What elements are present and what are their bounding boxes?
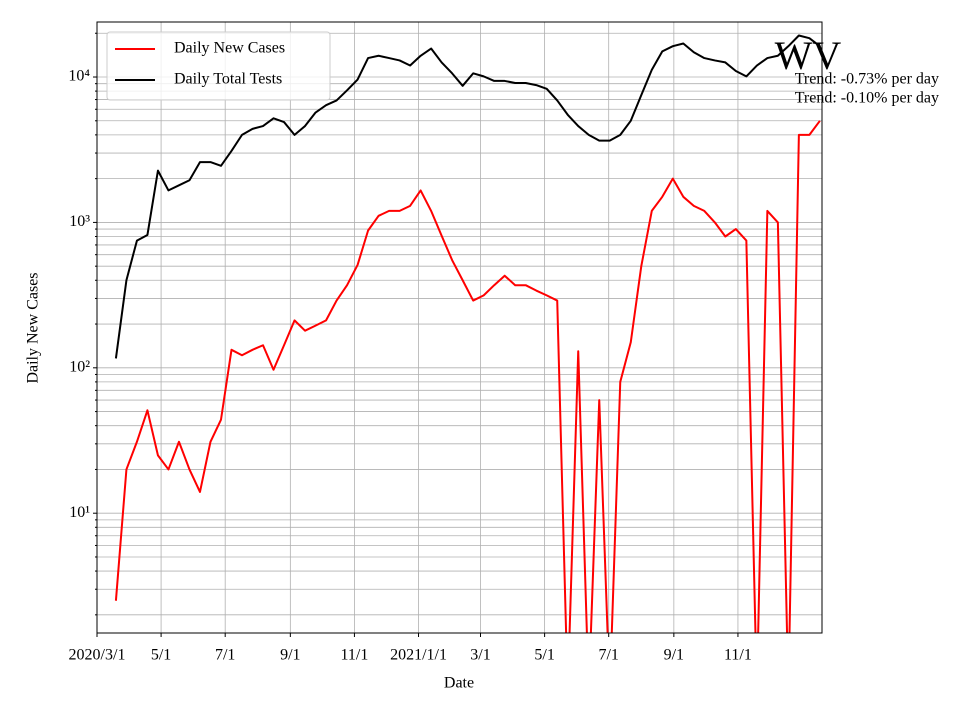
x-tick-label: 11/1 (724, 647, 752, 664)
x-tick-label: 5/1 (534, 647, 554, 664)
legend-label: Daily New Cases (174, 40, 285, 57)
trend-annotation: Trend: -0.10% per day (795, 90, 939, 107)
x-tick-label: 7/1 (598, 647, 618, 664)
x-tick-label: 2021/1/1 (390, 647, 447, 664)
data-line (114, 120, 821, 633)
y-tick-label: 10⁴ (68, 68, 90, 85)
plot-frame (96, 21, 823, 634)
x-tick-label: 2020/3/1 (69, 647, 126, 664)
legend-box (106, 31, 331, 101)
y-tick-label: 10² (69, 358, 90, 375)
x-axis-label: Date (444, 675, 474, 692)
x-tick-label: 7/1 (215, 647, 235, 664)
x-tick-label: 5/1 (151, 647, 171, 664)
state-label: WV (775, 33, 842, 78)
data-line (114, 34, 821, 359)
x-tick-label: 11/1 (340, 647, 368, 664)
y-axis-label: Daily New Cases (25, 272, 42, 383)
x-tick-label: 3/1 (470, 647, 490, 664)
legend-label: Daily Total Tests (174, 71, 282, 88)
y-tick-label: 10¹ (69, 504, 90, 521)
x-tick-label: 9/1 (280, 647, 300, 664)
trend-annotation: Trend: -0.73% per day (795, 71, 939, 88)
x-tick-label: 9/1 (664, 647, 684, 664)
y-tick-label: 10³ (69, 213, 90, 230)
